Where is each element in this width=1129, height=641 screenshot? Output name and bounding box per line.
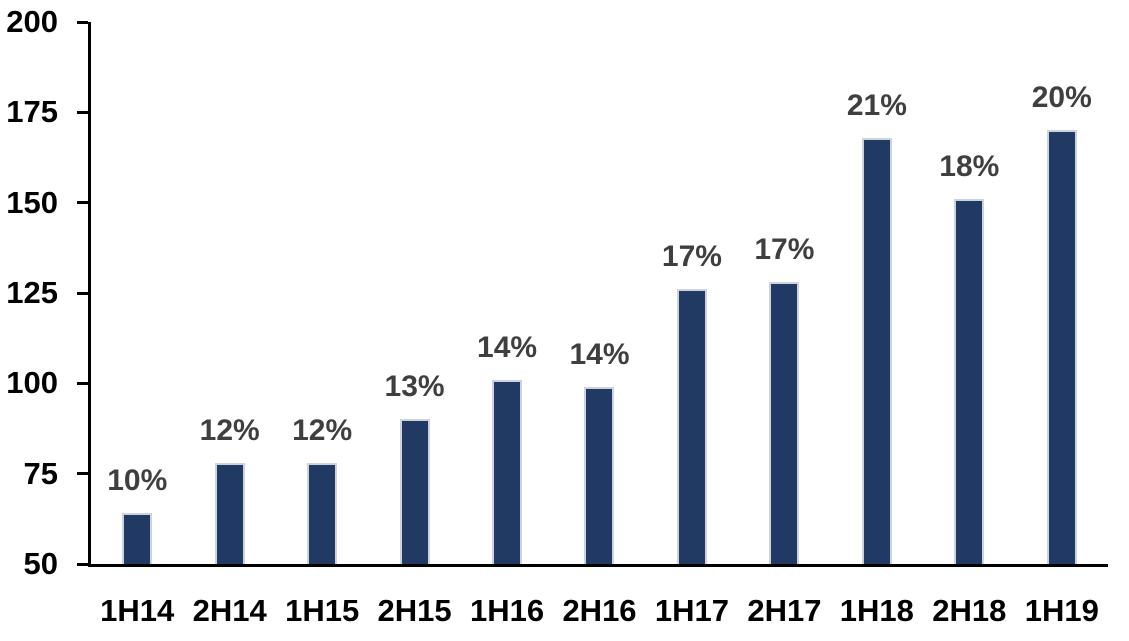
bar-data-label: 14% bbox=[477, 330, 538, 364]
bar-slot: 21% bbox=[831, 22, 923, 564]
y-tick-label: 50 bbox=[23, 546, 58, 581]
y-tick-mark bbox=[77, 20, 88, 24]
bar-data-label: 12% bbox=[199, 413, 260, 447]
x-tick-label: 1H19 bbox=[1024, 593, 1099, 628]
y-tick-mark bbox=[77, 472, 88, 476]
y-tick-label: 200 bbox=[6, 4, 58, 39]
bar-slot: 20% bbox=[1016, 22, 1108, 564]
bar bbox=[861, 137, 892, 564]
x-tick-label: 1H15 bbox=[285, 593, 360, 628]
x-tick-label: 2H16 bbox=[562, 593, 637, 628]
y-tick-label: 150 bbox=[6, 184, 58, 220]
bar bbox=[1046, 130, 1077, 564]
y-tick-mark bbox=[77, 562, 88, 566]
bar-data-label: 12% bbox=[292, 413, 353, 447]
x-tick-label: 1H17 bbox=[654, 593, 729, 628]
x-tick-label: 2H15 bbox=[377, 593, 452, 628]
x-tick-label: 1H16 bbox=[469, 593, 545, 628]
y-tick-mark bbox=[77, 110, 88, 114]
x-tick-label: 2H18 bbox=[932, 593, 1007, 628]
bar bbox=[399, 419, 430, 564]
x-tick-label: 2H14 bbox=[192, 593, 267, 628]
y-tick-label: 175 bbox=[6, 94, 58, 130]
bar bbox=[307, 462, 338, 564]
bar-slot: 13% bbox=[368, 22, 460, 564]
bar-data-label: 17% bbox=[661, 240, 722, 274]
bar-data-label: 17% bbox=[754, 233, 815, 267]
y-tick-mark bbox=[77, 291, 88, 295]
bar-data-label: 10% bbox=[107, 464, 168, 498]
x-tick-label: 1H18 bbox=[839, 593, 914, 628]
bar-slot: 12% bbox=[183, 22, 275, 564]
x-tick-label: 1H14 bbox=[100, 593, 175, 628]
bar bbox=[769, 282, 800, 564]
y-tick-label: 125 bbox=[6, 275, 58, 310]
bar bbox=[122, 513, 153, 564]
y-tick-mark bbox=[77, 201, 88, 205]
bar-slot: 14% bbox=[553, 22, 645, 564]
bar-data-label: 14% bbox=[569, 337, 630, 371]
x-tick-label: 2H17 bbox=[747, 593, 822, 628]
bar-slot: 17% bbox=[738, 22, 830, 564]
y-tick-label: 75 bbox=[23, 455, 58, 491]
y-tick-mark bbox=[77, 381, 88, 385]
bar bbox=[676, 289, 707, 564]
plot-area: 50 75 100 125 150 175 200 10% 12% 12% 13% 14% 14% 17… bbox=[6, 4, 1108, 581]
bar-slot: 18% bbox=[923, 22, 1015, 564]
bar-slot: 14% bbox=[461, 22, 553, 564]
bar-data-label: 20% bbox=[1031, 81, 1092, 115]
bar-data-label: 21% bbox=[846, 88, 907, 122]
bar bbox=[584, 386, 615, 564]
y-tick-label: 100 bbox=[6, 365, 58, 401]
bar bbox=[492, 379, 523, 564]
x-axis-labels: 1H14 2H14 1H15 2H15 1H16 2H16 1H17 2H17 1H18 2H18… bbox=[91, 592, 1108, 629]
bar-slot: 17% bbox=[646, 22, 738, 564]
bar-data-label: 13% bbox=[384, 370, 445, 404]
bar-slot: 12% bbox=[276, 22, 368, 564]
bar bbox=[954, 199, 985, 564]
bar-slot: 10% bbox=[91, 22, 183, 564]
bar-data-label: 18% bbox=[939, 150, 1000, 184]
bar bbox=[214, 462, 245, 564]
